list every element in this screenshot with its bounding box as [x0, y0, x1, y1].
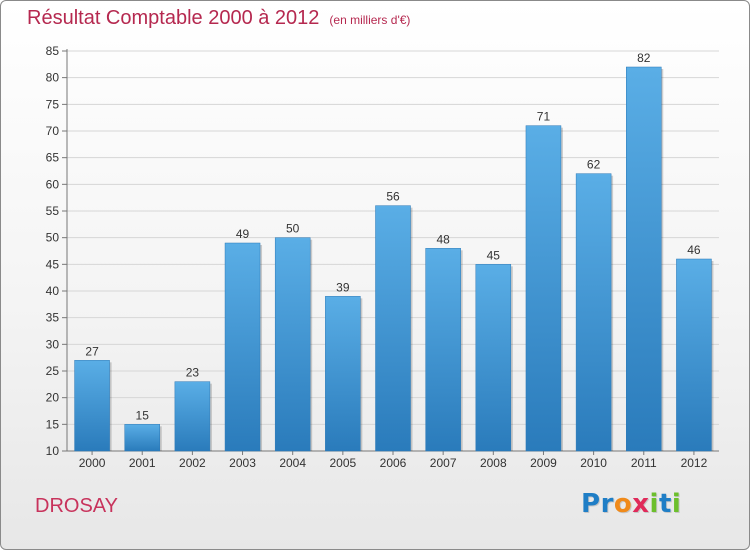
data-label: 23 — [186, 366, 200, 380]
y-tick-label: 15 — [46, 417, 60, 431]
bar — [224, 242, 261, 452]
y-tick-label: 80 — [46, 71, 60, 85]
logo-letter: x — [632, 489, 650, 519]
x-tick-label: 2006 — [380, 456, 407, 470]
y-tick-label: 65 — [46, 151, 60, 165]
bar — [174, 381, 211, 452]
bar — [74, 360, 110, 452]
logo-letter: r — [600, 489, 614, 519]
y-tick-label: 10 — [46, 444, 60, 458]
title-unit: (en milliers d'€) — [329, 13, 411, 27]
data-label: 56 — [386, 190, 400, 204]
y-tick-label: 85 — [46, 44, 60, 58]
logo-letter: P — [581, 489, 601, 519]
data-label: 45 — [487, 248, 501, 262]
y-tick-label: 75 — [46, 97, 60, 111]
data-label: 82 — [637, 51, 651, 65]
x-tick-label: 2011 — [631, 456, 657, 470]
bar — [274, 237, 311, 452]
data-label: 46 — [687, 243, 701, 257]
x-tick-label: 2008 — [480, 456, 507, 470]
bars — [74, 66, 714, 452]
logo-letter: i — [649, 489, 659, 519]
bar — [676, 258, 712, 452]
data-label: 50 — [286, 222, 300, 236]
data-label: 39 — [336, 280, 350, 294]
x-tick-label: 2000 — [79, 456, 106, 470]
data-label: 15 — [136, 408, 150, 422]
bar — [375, 205, 411, 452]
bar — [124, 424, 160, 452]
x-tick-label: 2002 — [179, 456, 206, 470]
title-main: Résultat Comptable 2000 à 2012 — [27, 7, 320, 29]
x-tick-label: 2010 — [580, 456, 607, 470]
bar — [575, 173, 612, 452]
bar — [626, 66, 662, 452]
x-tick-label: 2012 — [681, 456, 708, 470]
data-label: 71 — [537, 110, 551, 124]
data-label: 27 — [85, 344, 99, 358]
y-tick-label: 40 — [46, 284, 60, 298]
proxiti-logo[interactable]: Proxiti — [581, 489, 681, 519]
y-tick-label: 60 — [46, 177, 60, 191]
data-label: 49 — [236, 227, 250, 241]
x-tick-label: 2007 — [430, 456, 457, 470]
bar — [425, 248, 461, 452]
x-tick-label: 2001 — [129, 456, 156, 470]
logo-letter: t — [658, 489, 672, 519]
x-tick-label: 2004 — [279, 456, 306, 470]
y-tick-label: 50 — [46, 231, 60, 245]
data-label: 62 — [587, 158, 601, 172]
y-tick-label: 45 — [46, 257, 60, 271]
chart-title: Résultat Comptable 2000 à 2012 (en millie… — [27, 7, 410, 30]
y-tick-label: 30 — [46, 337, 60, 351]
bar — [475, 264, 512, 452]
y-tick-label: 20 — [46, 391, 60, 405]
bar — [525, 125, 562, 452]
y-tick-label: 70 — [46, 124, 60, 138]
y-tick-label: 55 — [46, 204, 60, 218]
data-label: 48 — [436, 232, 450, 246]
bar — [325, 296, 361, 452]
x-tick-label: 2009 — [530, 456, 557, 470]
x-tick-label: 2005 — [329, 456, 356, 470]
x-tick-label: 2003 — [229, 456, 256, 470]
logo-letter: i — [671, 489, 682, 519]
labels: 10 15 20 25 30 35 40 45 50 55 60 65 70 75 80 85 2000 27 20… — [46, 44, 708, 470]
commune-name: DROSAY — [35, 495, 118, 517]
y-tick-label: 35 — [46, 311, 60, 325]
logo-letter: o — [613, 489, 633, 519]
y-tick-label: 25 — [46, 364, 60, 378]
